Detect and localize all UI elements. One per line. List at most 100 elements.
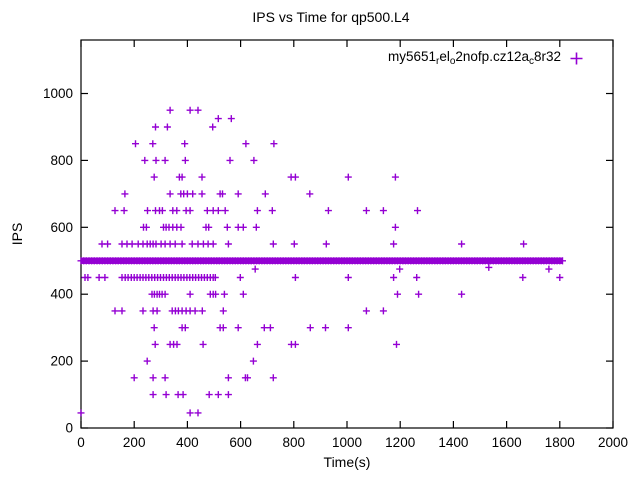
data-point — [219, 190, 226, 198]
band-point — [559, 257, 566, 265]
data-point — [166, 190, 174, 198]
x-tick-label: 1200 — [385, 435, 415, 450]
data-point — [150, 324, 158, 332]
data-point — [391, 223, 399, 231]
data-point — [322, 324, 329, 332]
data-point — [251, 265, 259, 273]
data-point — [413, 274, 421, 281]
data-point — [178, 173, 186, 181]
data-point — [161, 374, 169, 382]
data-point — [556, 274, 564, 281]
data-point — [226, 156, 234, 164]
data-point — [253, 340, 261, 348]
data-point — [141, 156, 149, 164]
x-tick-label: 2000 — [598, 435, 628, 450]
data-point — [344, 324, 352, 332]
data-point — [236, 274, 244, 281]
data-point — [344, 274, 352, 281]
data-point — [128, 240, 136, 248]
data-point — [291, 340, 299, 348]
legend-label-segment: o — [449, 56, 456, 67]
x-tick-label: 1400 — [438, 435, 468, 450]
data-point — [396, 265, 404, 273]
data-point — [186, 106, 194, 114]
data-point — [393, 340, 400, 348]
x-tick-label: 200 — [123, 435, 146, 450]
data-point — [130, 374, 138, 382]
data-point — [209, 123, 217, 131]
data-point — [199, 340, 207, 348]
data-point — [219, 307, 227, 315]
data-point — [198, 190, 206, 198]
data-point — [344, 173, 352, 181]
data-point — [161, 156, 169, 164]
x-tick-label: 800 — [283, 435, 306, 450]
data-point — [391, 173, 399, 181]
data-point — [252, 223, 260, 231]
data-point — [152, 123, 159, 131]
data-point — [414, 207, 421, 215]
data-point — [173, 340, 181, 348]
x-tick-label: 600 — [229, 435, 252, 450]
x-tick-label: 1600 — [492, 435, 522, 450]
data-point — [219, 324, 227, 332]
data-point — [189, 190, 197, 198]
data-point — [269, 374, 277, 382]
data-point — [205, 391, 213, 399]
data-point — [306, 190, 314, 198]
legend-label-segment: my5651 — [387, 49, 436, 64]
data-point — [234, 324, 242, 332]
data-point — [163, 123, 171, 131]
data-point — [152, 156, 160, 164]
data-point — [161, 290, 169, 298]
x-tick-label: 400 — [176, 435, 199, 450]
data-point — [250, 156, 258, 164]
data-point — [150, 173, 158, 181]
legend-label: my5651relo2nofp.cz12ac8r32 — [388, 49, 561, 67]
data-point — [186, 290, 194, 298]
data-point — [306, 324, 314, 332]
data-point — [149, 140, 157, 148]
y-tick-label: 400 — [50, 287, 73, 302]
data-point — [181, 156, 189, 164]
data-point — [268, 207, 276, 215]
data-point — [181, 140, 189, 148]
y-axis-label: IPS — [9, 222, 25, 246]
data-point — [214, 207, 222, 215]
data-point — [394, 290, 401, 298]
data-point — [212, 290, 220, 298]
data-point — [211, 274, 219, 281]
y-tick-label: 1000 — [43, 86, 73, 101]
data-point — [203, 207, 211, 215]
data-point — [149, 374, 157, 382]
y-tick-label: 800 — [50, 153, 73, 168]
data-point — [322, 240, 330, 248]
y-tick-label: 0 — [65, 421, 73, 436]
data-point — [379, 207, 387, 215]
data-point — [224, 374, 232, 382]
data-point — [178, 240, 186, 248]
data-point — [142, 223, 150, 231]
data-point — [111, 207, 119, 215]
data-point — [249, 357, 257, 365]
legend: my5651relo2nofp.cz12ac8r32 — [388, 49, 584, 67]
data-point — [270, 140, 278, 148]
data-point — [223, 223, 231, 231]
data-point — [220, 290, 228, 298]
data-point — [191, 307, 199, 315]
data-point — [458, 240, 466, 248]
data-point — [84, 274, 92, 281]
data-point — [266, 324, 274, 332]
x-tick-label: 1800 — [545, 435, 575, 450]
y-tick-label: 200 — [50, 354, 73, 369]
data-point — [242, 140, 250, 148]
legend-label-segment: el — [439, 49, 450, 64]
data-point — [121, 190, 129, 198]
data-point — [194, 106, 202, 114]
x-tick-label: 0 — [77, 435, 85, 450]
data-point — [269, 240, 277, 248]
data-point — [166, 106, 174, 114]
legend-label-segment: 2nofp.cz12a — [455, 49, 529, 64]
legend-label-segment: c — [528, 56, 534, 67]
